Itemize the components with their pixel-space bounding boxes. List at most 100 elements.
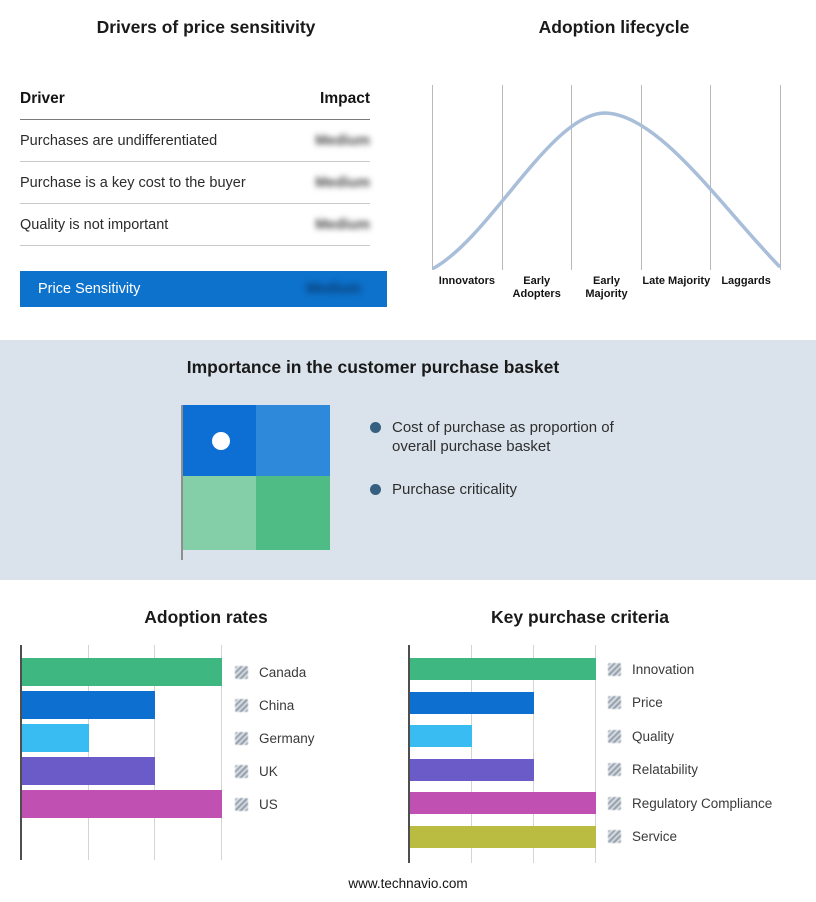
legend-item-regulatory-compliance: Regulatory Compliance (608, 794, 772, 812)
legend-item-canada: Canada (235, 663, 306, 681)
lifecycle-title: Adoption lifecycle (538, 17, 690, 37)
gridline (221, 645, 222, 860)
legend-label: Quality (632, 728, 675, 744)
bar-price (410, 691, 534, 714)
bar-regulatory-compliance (410, 792, 596, 814)
lifecycle-segment (640, 85, 711, 270)
key-purchase-criteria-plot (408, 645, 596, 863)
bullet-text: Cost of purchase as proportion of overal… (392, 419, 614, 455)
adoption-rates-legend: Canada China Germany UK US (235, 645, 405, 860)
stage-label: Early Adopters (512, 275, 561, 300)
lifecycle-segment (710, 85, 780, 270)
table-row: Purchase is a key cost to the buyer Medi… (20, 162, 370, 204)
bar-quality (410, 725, 472, 747)
importance-matrix (183, 405, 330, 550)
impact-value: Medium (315, 132, 370, 149)
lifecycle-stage-labels: Innovators Early Adopters Early Majority… (432, 275, 781, 301)
legend-label: Price (632, 695, 663, 710)
legend-item-service: Service (608, 828, 677, 846)
hatched-swatch-icon (235, 797, 248, 811)
legend-item-germany: Germany (235, 729, 315, 747)
purchase-basket-band (0, 340, 816, 580)
position-dot-icon (212, 432, 230, 450)
legend-label: China (259, 697, 295, 713)
legend-item-quality: Quality (608, 727, 674, 745)
driver-label: Purchases are undifferentiated (20, 132, 218, 149)
drivers-title: Drivers of price sensitivity (96, 17, 316, 37)
lifecycle-segment (501, 85, 572, 270)
matrix-cell-bottom-left (183, 476, 256, 550)
matrix-cell-bottom-right (256, 476, 330, 550)
bar-service (410, 825, 596, 848)
column-header-driver: Driver (20, 90, 65, 107)
basket-bullets: Cost of purchase as proportion of overal… (370, 418, 650, 523)
gridline (533, 645, 534, 863)
driver-label: Purchase is a key cost to the buyer (20, 174, 246, 191)
hatched-swatch-icon (235, 665, 248, 679)
bar-germany (22, 724, 89, 752)
legend-label: Canada (259, 664, 307, 680)
legend-item-price: Price (608, 694, 663, 712)
bell-curve (432, 111, 781, 270)
impact-value: Medium (315, 174, 370, 191)
gridline (154, 645, 156, 860)
gridline (471, 645, 472, 863)
basket-title: Importance in the customer purchase bask… (186, 357, 560, 377)
legend-label: UK (259, 763, 278, 779)
gridline (595, 645, 596, 863)
drivers-table-header: Driver Impact (20, 90, 370, 120)
bullet-item: Purchase criticality (370, 480, 650, 499)
table-row: Purchases are undifferentiated Medium (20, 120, 370, 162)
gridline (87, 645, 89, 860)
legend-item-relatability: Relatability (608, 761, 698, 779)
hatched-swatch-icon (608, 796, 621, 810)
stage-label: Laggards (721, 275, 771, 287)
bar-china (22, 691, 156, 719)
bullet-dot-icon (370, 484, 381, 495)
adoption-rates-title: Adoption rates (144, 607, 268, 627)
price-sensitivity-label: Price Sensitivity (38, 281, 141, 297)
hatched-swatch-icon (235, 764, 248, 778)
bell-curve-path (432, 111, 781, 270)
bullet-item: Cost of purchase as proportion of overal… (370, 418, 650, 456)
hatched-swatch-icon (235, 731, 248, 745)
lifecycle-grid (432, 85, 781, 270)
drivers-table: Driver Impact Purchases are undifferenti… (20, 90, 370, 246)
legend-label: Germany (259, 730, 315, 746)
adoption-rates-plot (20, 645, 222, 860)
website-url: www.technavio.com (348, 876, 468, 891)
bar-innovation (410, 658, 596, 680)
legend-item-us: US (235, 795, 278, 813)
legend-label: Service (632, 829, 678, 844)
driver-label: Quality is not important (20, 216, 169, 233)
key-purchase-criteria-legend: Innovation Price Quality Relatability Regula… (608, 645, 808, 863)
bullet-text: Purchase criticality (392, 481, 518, 498)
legend-label: Relatability (632, 762, 699, 777)
stage-label: Late Majority (642, 275, 711, 287)
hatched-swatch-icon (608, 830, 621, 843)
legend-item-china: China (235, 696, 294, 714)
matrix-axis-line (181, 405, 183, 560)
legend-item-innovation: Innovation (608, 660, 694, 678)
lifecycle-segment (571, 85, 641, 270)
bar-us (22, 790, 222, 818)
legend-item-uk: UK (235, 762, 278, 780)
legend-label: Regulatory Compliance (632, 795, 773, 811)
bar-canada (22, 658, 222, 686)
bullet-dot-icon (370, 422, 381, 433)
hatched-swatch-icon (608, 763, 621, 776)
bar-relatability (410, 758, 534, 781)
column-header-impact: Impact (320, 90, 370, 107)
hatched-swatch-icon (608, 662, 621, 676)
legend-label: Innovation (632, 661, 695, 677)
price-sensitivity-value: Medium (306, 281, 361, 297)
bar-uk (22, 757, 156, 785)
impact-value: Medium (315, 216, 370, 233)
matrix-cell-top-left (183, 405, 256, 476)
key-purchase-criteria-title: Key purchase criteria (490, 607, 669, 627)
legend-label: US (259, 796, 278, 812)
price-sensitivity-summary-bar: Price Sensitivity Medium (20, 271, 387, 307)
table-row: Quality is not important Medium (20, 204, 370, 246)
stage-label: Early Majority (585, 275, 628, 300)
